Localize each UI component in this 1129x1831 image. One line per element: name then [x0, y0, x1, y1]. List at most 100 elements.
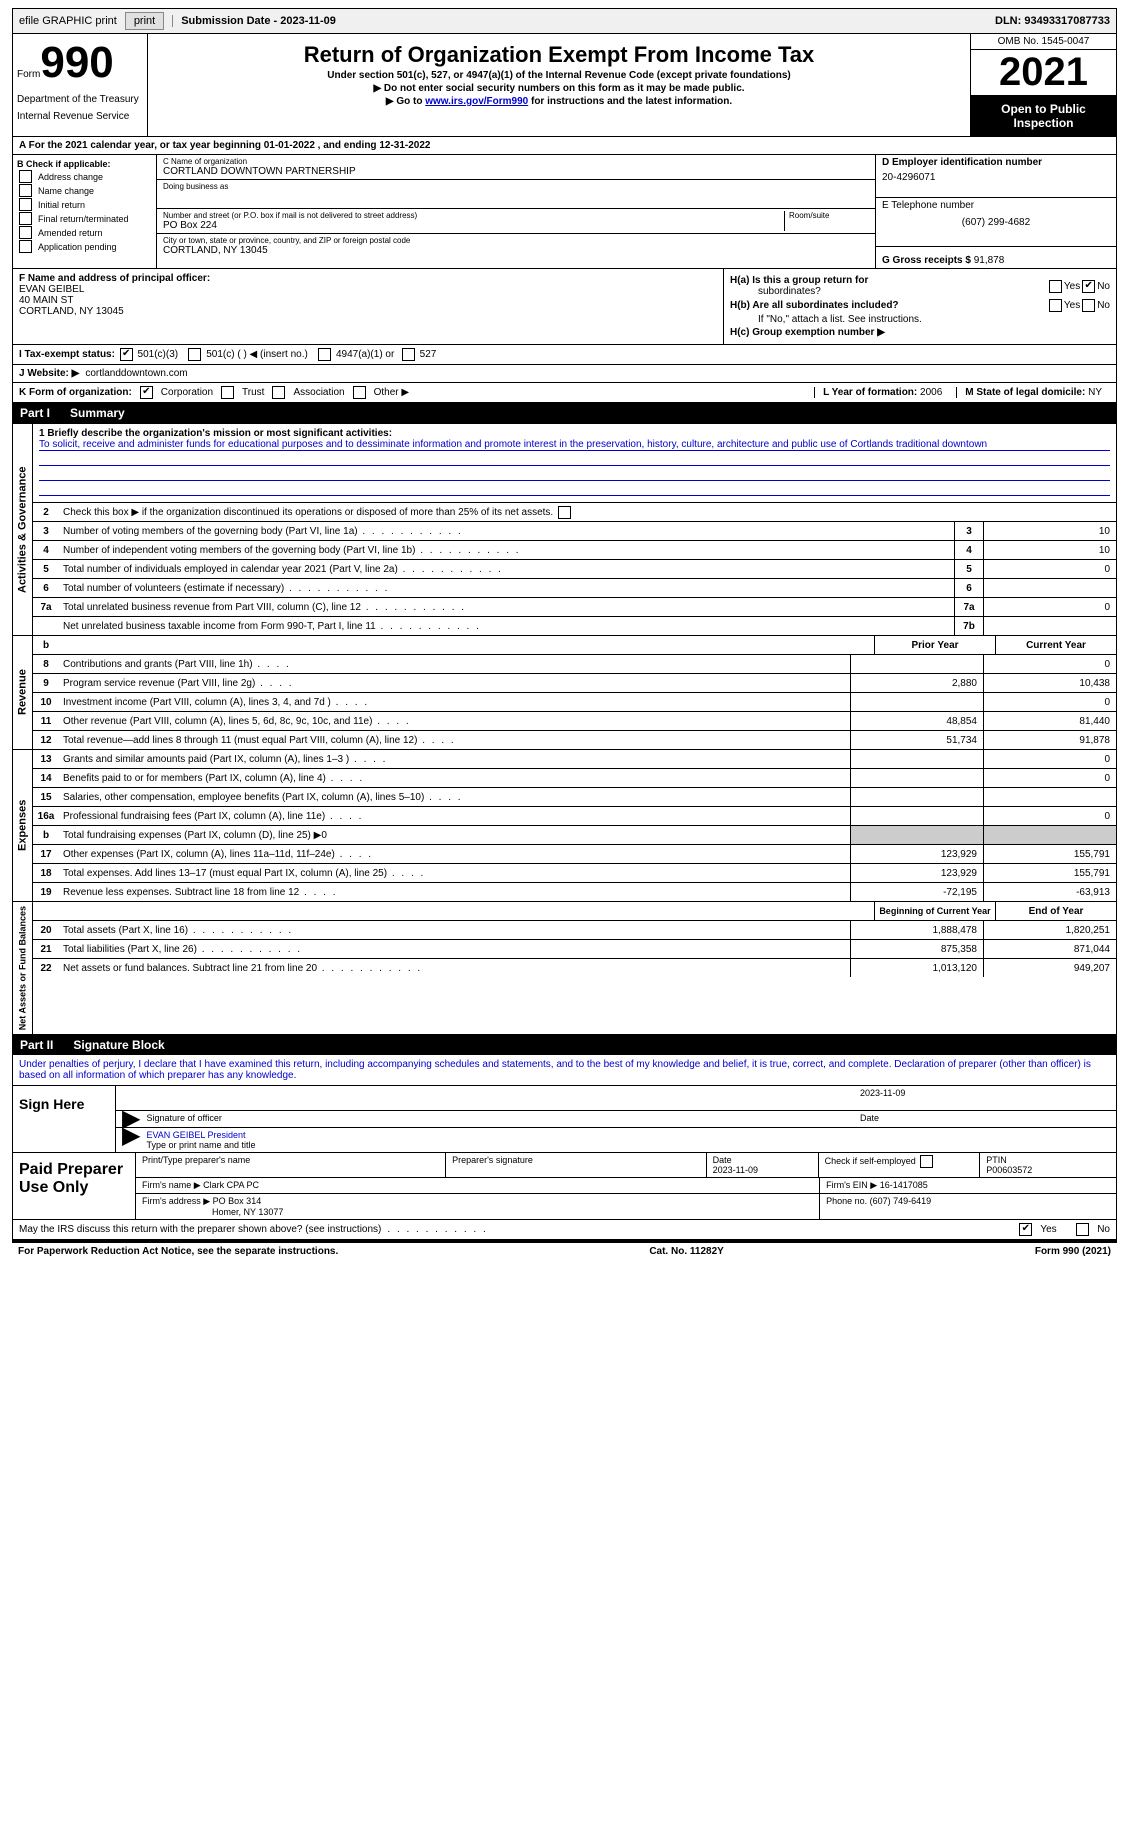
cb-501c[interactable]	[188, 348, 201, 361]
addr-label: Number and street (or P.O. box if mail i…	[163, 211, 784, 220]
j-label: J Website: ▶	[19, 368, 79, 379]
exp-line-17: 17 Other expenses (Part IX, column (A), …	[33, 845, 1116, 864]
revenue-body: b Prior Year Current Year 8 Contribution…	[33, 636, 1116, 749]
line-box: 6	[954, 579, 983, 597]
line-num: 20	[33, 925, 59, 936]
current-val: 0	[983, 693, 1116, 711]
prior-val: 48,854	[850, 712, 983, 730]
irs-link[interactable]: www.irs.gov/Form990	[425, 96, 528, 107]
line-num: 7a	[33, 602, 59, 613]
current-val: 155,791	[983, 864, 1116, 882]
line-desc: Salaries, other compensation, employee b…	[59, 790, 850, 805]
f-label: F Name and address of principal officer:	[19, 273, 717, 284]
firm-ein-label: Firm's EIN ▶	[826, 1180, 877, 1190]
blank-line-2	[39, 468, 1110, 481]
firm-addr: PO Box 314	[213, 1196, 262, 1206]
summary-line-6: 6 Total number of volunteers (estimate i…	[33, 579, 1116, 598]
ha-no-cb[interactable]	[1082, 280, 1095, 293]
ein-label: D Employer identification number	[882, 157, 1110, 168]
discuss-yes-cb[interactable]	[1019, 1223, 1032, 1236]
cb-application-pending[interactable]	[19, 240, 32, 253]
current-val: 0	[983, 750, 1116, 768]
line-num: 22	[33, 963, 59, 974]
cb-name-change[interactable]	[19, 184, 32, 197]
exp-line-16a: 16a Professional fundraising fees (Part …	[33, 807, 1116, 826]
prior-val: 51,734	[850, 731, 983, 749]
netassets-grid: Net Assets or Fund Balances Beginning of…	[12, 902, 1117, 1035]
cb-final-return[interactable]	[19, 212, 32, 225]
cb-self-employed[interactable]	[920, 1155, 933, 1168]
i-label: I Tax-exempt status:	[19, 349, 115, 360]
line-num: 14	[33, 773, 59, 784]
discuss-no-cb[interactable]	[1076, 1223, 1089, 1236]
row-a-tax-year: A For the 2021 calendar year, or tax yea…	[12, 137, 1117, 155]
sign-here-label: Sign Here	[13, 1086, 116, 1152]
current-val	[983, 826, 1116, 844]
footer-right: Form 990 (2021)	[1035, 1246, 1111, 1257]
line-box: 4	[954, 541, 983, 559]
officer-addr1: 40 MAIN ST	[19, 295, 717, 306]
l-label: L Year of formation:	[823, 387, 917, 398]
m-value: NY	[1088, 387, 1102, 398]
prior-val: -72,195	[850, 883, 983, 901]
i-4947: 4947(a)(1) or	[336, 349, 394, 360]
i-501c: 501(c) ( ) ◀ (insert no.)	[206, 349, 308, 360]
cb-label-4: Amended return	[38, 228, 103, 238]
line-num: 12	[33, 735, 59, 746]
k-trust: Trust	[242, 387, 264, 398]
line-box: 3	[954, 522, 983, 540]
exp-line-19: 19 Revenue less expenses. Subtract line …	[33, 883, 1116, 901]
k-corp: Corporation	[161, 387, 213, 398]
cb-initial-return[interactable]	[19, 198, 32, 211]
print-button[interactable]: print	[125, 12, 164, 30]
form-990-page: efile GRAPHIC print print Submission Dat…	[0, 0, 1129, 1268]
firm-addr-label: Firm's address ▶	[142, 1196, 210, 1206]
line-num: 21	[33, 944, 59, 955]
cb-501c3[interactable]	[120, 348, 133, 361]
summary-line-5: 5 Total number of individuals employed i…	[33, 560, 1116, 579]
cb-amended-return[interactable]	[19, 226, 32, 239]
ha-no: No	[1097, 281, 1110, 292]
cb-4947[interactable]	[318, 348, 331, 361]
sig-name-row: ▶ EVAN GEIBEL President Type or print na…	[116, 1128, 1116, 1152]
prior-val: 1,888,478	[850, 921, 983, 939]
cb-address-change[interactable]	[19, 170, 32, 183]
website-value: cortlanddowntown.com	[85, 368, 187, 379]
footer-left: For Paperwork Reduction Act Notice, see …	[18, 1246, 338, 1257]
prep-sig-label: Preparer's signature	[446, 1153, 707, 1177]
line-num: 8	[33, 659, 59, 670]
cb-trust[interactable]	[221, 386, 234, 399]
line-num: 9	[33, 678, 59, 689]
signature-block: Under penalties of perjury, I declare th…	[12, 1055, 1117, 1240]
hb-no-cb[interactable]	[1082, 299, 1095, 312]
prior-val: 875,358	[850, 940, 983, 958]
line-desc: Net assets or fund balances. Subtract li…	[59, 961, 850, 976]
cb-527[interactable]	[402, 348, 415, 361]
cb-label-5: Application pending	[38, 242, 117, 252]
ptin-label: PTIN	[986, 1155, 1007, 1165]
firm-name: Clark CPA PC	[203, 1180, 259, 1190]
cb-other[interactable]	[353, 386, 366, 399]
summary-line-3: 3 Number of voting members of the govern…	[33, 522, 1116, 541]
officer-name-title: EVAN GEIBEL President	[146, 1130, 1110, 1140]
current-year-header: Current Year	[995, 636, 1116, 654]
form-word: Form	[17, 69, 40, 80]
hb-label: H(b) Are all subordinates included?	[730, 300, 899, 311]
subtitle-3: ▶ Go to www.irs.gov/Form990 for instruct…	[152, 96, 966, 107]
beg-year-header: Beginning of Current Year	[874, 902, 995, 920]
rev-line-9: 9 Program service revenue (Part VIII, li…	[33, 674, 1116, 693]
current-val: 871,044	[983, 940, 1116, 958]
cb-corp[interactable]	[140, 386, 153, 399]
line-desc: Other expenses (Part IX, column (A), lin…	[59, 847, 850, 862]
ha-yes-cb[interactable]	[1049, 280, 1062, 293]
cb-assoc[interactable]	[272, 386, 285, 399]
cb-discontinued[interactable]	[558, 506, 571, 519]
prior-val	[850, 807, 983, 825]
line-box: 5	[954, 560, 983, 578]
paid-line-2: Firm's name ▶ Clark CPA PC Firm's EIN ▶ …	[136, 1178, 1116, 1194]
city-cell: City or town, state or province, country…	[157, 234, 875, 258]
rev-line-12: 12 Total revenue—add lines 8 through 11 …	[33, 731, 1116, 749]
hb-yes-cb[interactable]	[1049, 299, 1062, 312]
line-num: 19	[33, 887, 59, 898]
sig-officer-row: ▶ Signature of officer Date	[116, 1111, 1116, 1128]
